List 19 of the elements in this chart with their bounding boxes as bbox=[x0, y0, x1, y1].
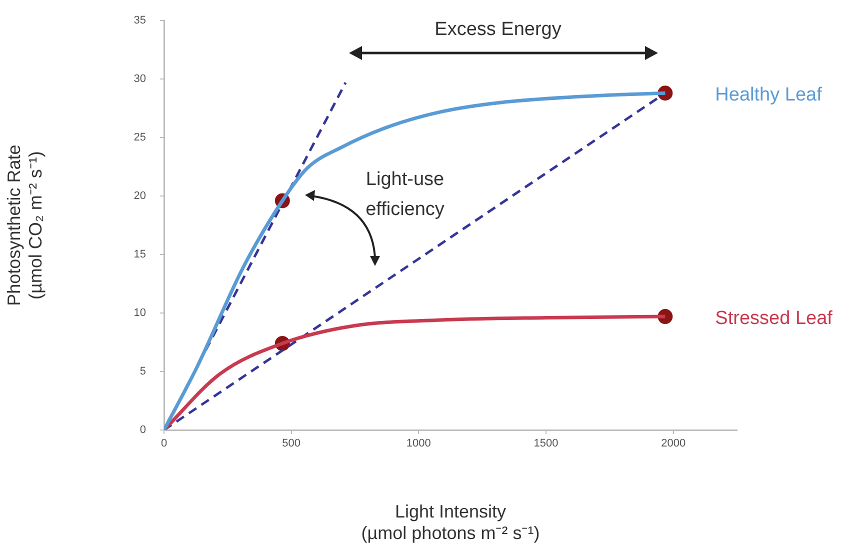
y-tick-label: 0 bbox=[140, 424, 146, 436]
x-tick-label: 1000 bbox=[406, 438, 431, 450]
y-tick-label: 10 bbox=[134, 307, 146, 320]
x-tick-label: 0 bbox=[160, 438, 168, 450]
y-tick-label: 25 bbox=[134, 132, 146, 144]
annotation: Light-use efficiency bbox=[366, 169, 445, 220]
x-tick-label: 500 bbox=[282, 438, 301, 450]
x-axis-title: Light Intensity (µmol photons m⁻² s⁻¹) bbox=[361, 502, 540, 544]
y-tick-label: 35 bbox=[134, 14, 146, 27]
annotation: Excess Energy bbox=[434, 19, 562, 40]
y-tick-label: 30 bbox=[134, 73, 146, 86]
x-tick-label: 1500 bbox=[534, 438, 558, 450]
y-tick-label: 20 bbox=[134, 190, 146, 202]
text: Healthy Leaf bbox=[715, 84, 823, 106]
text: Stressed Leaf bbox=[715, 308, 834, 329]
x-tick-label: 2000 bbox=[661, 438, 686, 450]
y-tick-label: 5 bbox=[140, 366, 146, 378]
y-tick-label: 15 bbox=[134, 248, 146, 261]
y-axis-title: Photosynthetic Rate (µmol CO₂ m⁻² s⁻¹) bbox=[4, 144, 46, 306]
